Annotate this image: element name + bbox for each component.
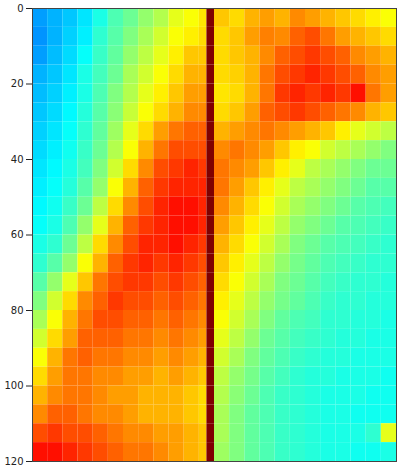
svg-text:80: 80	[11, 305, 24, 316]
svg-text:20: 20	[11, 78, 24, 89]
svg-text:40: 40	[11, 154, 24, 165]
svg-text:100: 100	[4, 380, 23, 391]
svg-text:60: 60	[11, 229, 24, 240]
svg-text:0: 0	[17, 3, 23, 14]
svg-text:120: 120	[4, 456, 23, 467]
